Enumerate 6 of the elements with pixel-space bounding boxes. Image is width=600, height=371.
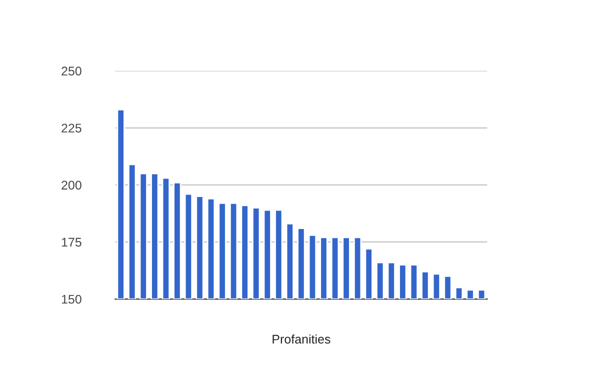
y-tick-label: 200 [62, 180, 82, 190]
y-tick-label: 150 [62, 294, 82, 304]
y-tick-label: 175 [62, 238, 82, 247]
y-tick-label: 250 [62, 66, 82, 76]
y-tick-label: 225 [62, 124, 82, 133]
x-axis-title: Profanities [272, 334, 330, 344]
